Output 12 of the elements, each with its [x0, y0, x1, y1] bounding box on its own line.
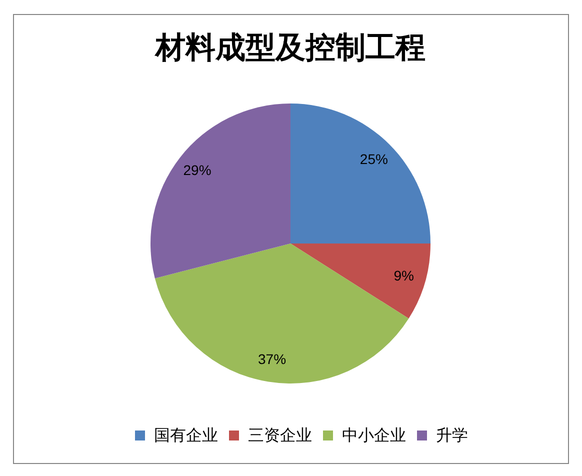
- data-label: 9%: [394, 267, 414, 284]
- legend-label: 中小企业: [342, 426, 406, 444]
- pie-slice: [290, 104, 430, 244]
- pie-slice: [290, 244, 430, 319]
- data-label: 25%: [360, 151, 388, 168]
- data-label: 37%: [258, 351, 286, 368]
- legend-label: 升学: [436, 426, 468, 444]
- pie-slice: [150, 104, 290, 278]
- legend-label: 国有企业: [154, 426, 218, 444]
- legend-label: 三资企业: [248, 426, 312, 444]
- chart-title: 材料成型及控制工程: [154, 32, 426, 64]
- data-label: 29%: [183, 162, 212, 178]
